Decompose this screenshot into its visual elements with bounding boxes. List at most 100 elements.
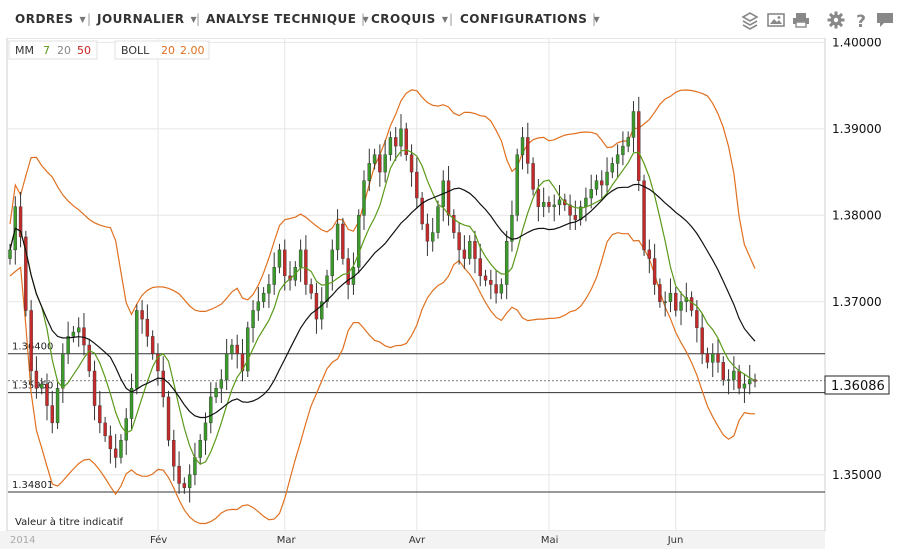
candle-body	[452, 215, 456, 233]
candle-body	[473, 241, 477, 259]
candle	[526, 122, 530, 174]
candle-body	[378, 154, 382, 173]
layers-icon[interactable]	[740, 10, 760, 30]
candle-body	[658, 284, 662, 302]
candle-body	[224, 353, 229, 380]
candle-body	[541, 202, 546, 207]
candle-body	[325, 275, 329, 302]
candle	[499, 278, 504, 300]
menu-analyse-technique[interactable]: ANALYSE TECHNIQUE ▼	[206, 12, 370, 26]
candle-body	[145, 318, 150, 337]
candle	[8, 243, 12, 265]
menu-croquis[interactable]: CROQUIS ▼	[371, 12, 449, 26]
candle	[489, 269, 493, 300]
menu-ordres[interactable]: ORDRES ▼	[15, 12, 87, 26]
candle	[541, 187, 546, 218]
candle	[615, 144, 620, 179]
candle-body	[647, 249, 652, 259]
candle	[251, 300, 255, 343]
x-tick-label: Mai	[541, 535, 559, 546]
print-icon[interactable]	[791, 10, 811, 30]
candle-body	[98, 405, 102, 424]
candle	[341, 217, 345, 265]
candle-body	[372, 154, 377, 164]
candle	[748, 364, 752, 395]
candle-body	[367, 163, 371, 181]
candle	[119, 434, 123, 464]
candle	[18, 191, 23, 248]
candle-body	[642, 180, 646, 251]
x-tick-label: 2014	[10, 535, 35, 546]
candle-body	[700, 327, 704, 354]
candle-body	[314, 292, 319, 320]
candle	[399, 114, 403, 157]
candle-body	[283, 249, 287, 277]
candle-body	[82, 327, 86, 346]
candle-body	[631, 111, 636, 138]
gear-icon[interactable]	[826, 10, 846, 30]
candle-body	[135, 310, 139, 389]
candle-body	[335, 223, 340, 251]
candle-body	[309, 284, 313, 294]
candle	[430, 217, 435, 252]
candle-body	[573, 215, 578, 220]
candle	[76, 317, 81, 347]
candle-body	[478, 258, 482, 277]
legend-boll-deviation: 2.00	[180, 44, 205, 57]
candle	[732, 356, 736, 391]
candle	[182, 477, 187, 494]
candle	[372, 148, 377, 170]
image-icon[interactable]	[766, 10, 786, 30]
x-tick-label: Avr	[409, 535, 426, 546]
candle-body	[462, 249, 467, 259]
candle-body	[124, 418, 128, 441]
reference-line-label: 1.34801	[12, 480, 53, 491]
candle	[214, 382, 218, 403]
candle-body	[705, 353, 710, 363]
menu-journalier[interactable]: JOURNALIER ▼	[97, 12, 198, 26]
comment-icon[interactable]	[875, 10, 895, 30]
candle	[674, 287, 678, 317]
candle	[224, 338, 229, 391]
menu-configurations[interactable]: CONFIGURATIONS ▼	[460, 12, 601, 26]
candle-body	[499, 284, 504, 294]
candle	[203, 412, 208, 455]
x-tick-label: Fév	[150, 534, 167, 546]
candle	[668, 278, 673, 313]
candle	[177, 451, 181, 494]
candle-body	[214, 388, 218, 398]
candle	[679, 291, 683, 326]
candle	[124, 408, 128, 455]
candle	[663, 291, 667, 317]
candle	[71, 326, 76, 343]
x-tick-label: Mar	[277, 535, 297, 546]
candle-body	[748, 379, 752, 385]
current-price-marker: 1.36086	[824, 375, 890, 395]
candle	[753, 373, 757, 388]
candle	[705, 347, 710, 369]
candle-body	[637, 111, 641, 181]
menu-separator: |	[449, 12, 454, 26]
help-icon[interactable]: ?	[851, 10, 871, 30]
y-tick-label: 1.38000	[832, 208, 882, 222]
candle	[219, 369, 224, 403]
candle-body	[119, 439, 123, 458]
candle-body	[320, 301, 324, 320]
candle-body	[61, 353, 65, 389]
candle-body	[150, 336, 155, 354]
candle-body	[737, 370, 741, 389]
candle-body	[50, 405, 54, 424]
candle-body	[45, 383, 49, 406]
candle-body	[753, 379, 757, 382]
candle-body	[531, 163, 535, 190]
candle-body	[489, 279, 493, 285]
candle-body	[446, 180, 451, 216]
chevron-down-icon: ▼	[362, 15, 370, 24]
candle	[40, 377, 44, 395]
bollinger-lower-line	[9, 232, 756, 525]
candle-body	[277, 249, 282, 268]
candle-body	[156, 353, 160, 372]
candle-body	[230, 344, 234, 354]
candle-body	[494, 284, 498, 294]
